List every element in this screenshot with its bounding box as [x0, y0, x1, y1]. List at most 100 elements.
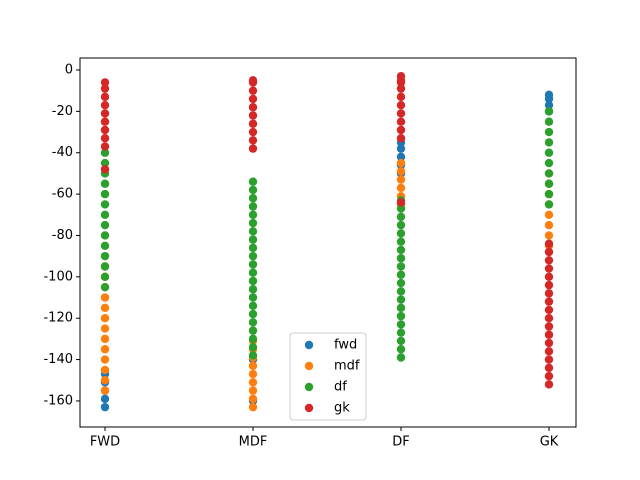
point — [248, 378, 258, 387]
legend-box — [289, 332, 367, 421]
point — [248, 276, 258, 286]
point — [544, 220, 554, 230]
point — [396, 84, 406, 93]
point — [544, 264, 554, 273]
point — [248, 144, 258, 153]
point — [248, 386, 258, 395]
point — [248, 111, 258, 120]
point — [248, 177, 258, 186]
point — [544, 322, 554, 331]
point — [248, 218, 258, 228]
point — [100, 262, 110, 271]
point — [544, 280, 554, 290]
point — [544, 158, 554, 168]
point — [396, 311, 406, 321]
point — [396, 345, 406, 354]
point — [396, 353, 406, 362]
point — [544, 256, 554, 265]
point — [396, 167, 406, 176]
point — [100, 303, 110, 313]
point — [100, 148, 110, 157]
point — [100, 92, 110, 102]
point — [248, 227, 258, 236]
point — [396, 254, 406, 263]
point — [396, 198, 406, 207]
point — [396, 134, 406, 143]
point — [100, 376, 110, 385]
y-tick-label: -160 — [43, 393, 73, 408]
point — [544, 107, 554, 116]
point — [248, 285, 258, 294]
point — [396, 117, 406, 126]
point — [396, 158, 406, 168]
x-tick-label: GK — [540, 435, 559, 450]
point — [396, 204, 406, 213]
y-tick-label: -120 — [43, 311, 73, 326]
legend-label: mdf — [334, 359, 360, 374]
point — [100, 355, 110, 364]
point — [100, 200, 110, 209]
plot-area — [100, 72, 554, 412]
legend-marker — [304, 403, 314, 413]
point — [100, 142, 110, 151]
point — [248, 194, 258, 203]
point — [544, 169, 554, 178]
point — [100, 282, 110, 292]
point — [100, 386, 110, 395]
point — [100, 241, 110, 251]
point — [396, 72, 406, 81]
point — [248, 86, 258, 95]
point — [396, 287, 406, 296]
point — [544, 210, 554, 219]
point — [248, 202, 258, 211]
legend-marker — [304, 382, 314, 392]
point — [544, 231, 554, 240]
point — [248, 318, 258, 327]
point — [544, 363, 554, 373]
point — [248, 136, 258, 145]
point — [248, 369, 258, 379]
point — [248, 293, 258, 302]
point — [100, 189, 110, 199]
point — [100, 125, 110, 135]
point — [100, 220, 110, 230]
point — [248, 342, 258, 352]
point — [544, 117, 554, 126]
axes-frame — [79, 57, 577, 428]
point — [100, 231, 110, 240]
point — [544, 272, 554, 282]
point — [100, 100, 110, 110]
point — [248, 243, 258, 253]
point — [248, 94, 258, 104]
point — [544, 148, 554, 157]
point — [100, 293, 110, 302]
y-tick-label: 0 — [65, 62, 73, 77]
point — [544, 94, 554, 104]
x-tick-label: MDF — [239, 435, 268, 450]
point — [396, 212, 406, 222]
point — [248, 119, 258, 128]
point — [100, 251, 110, 261]
point — [396, 109, 406, 118]
point — [100, 394, 110, 404]
point — [100, 78, 110, 87]
point — [100, 179, 110, 188]
point — [248, 127, 258, 137]
point — [544, 127, 554, 137]
point — [544, 100, 554, 110]
point — [396, 100, 406, 110]
point — [396, 144, 406, 153]
point — [100, 109, 110, 118]
legend-label: df — [334, 380, 347, 395]
y-tick-label: -20 — [52, 104, 73, 119]
point — [396, 183, 406, 193]
point — [396, 175, 406, 184]
point — [544, 380, 554, 389]
point — [396, 92, 406, 102]
point — [100, 210, 110, 219]
point — [544, 355, 554, 364]
x-tick-label: DF — [392, 435, 410, 450]
point — [396, 220, 406, 230]
point — [248, 260, 258, 269]
